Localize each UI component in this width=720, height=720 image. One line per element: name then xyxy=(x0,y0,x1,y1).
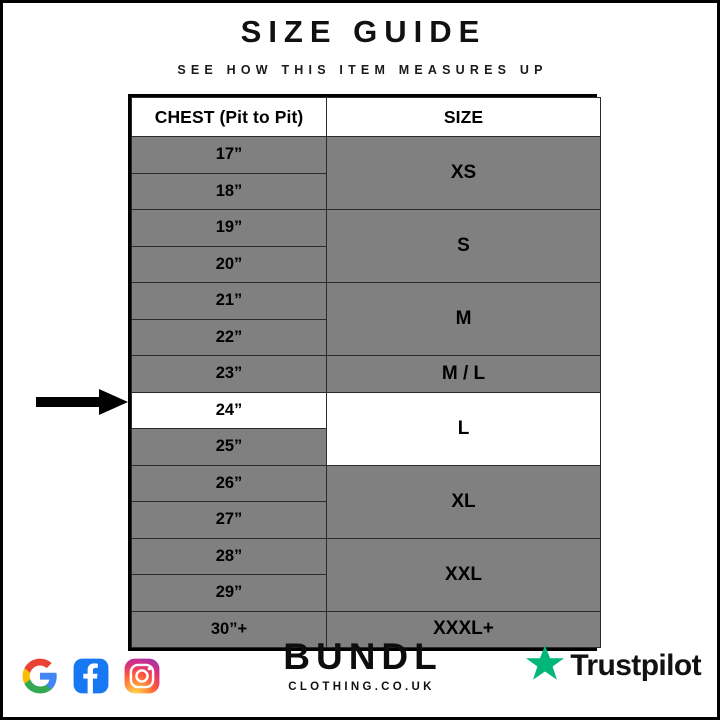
column-header-chest: CHEST (Pit to Pit) xyxy=(131,97,327,137)
chest-cell: 22” xyxy=(131,318,327,356)
page-title: SIZE GUIDE xyxy=(240,14,487,49)
table-row: 27” xyxy=(131,501,601,539)
selected-row-arrow xyxy=(36,389,128,415)
google-icon[interactable] xyxy=(21,657,59,695)
chest-cell: 30”+ xyxy=(131,610,327,648)
instagram-icon[interactable] xyxy=(123,657,161,695)
social-links xyxy=(21,657,161,695)
table-row: 30”+ XXXL+ xyxy=(131,610,601,648)
page-subtitle: SEE HOW THIS ITEM MEASURES UP xyxy=(177,63,548,78)
chest-cell: 26” xyxy=(131,464,327,502)
chest-cell: 21” xyxy=(131,282,327,320)
size-table-container: CHEST (Pit to Pit) SIZE 17” XS 18” 19” S 20” 2… xyxy=(128,94,601,651)
size-cell: S xyxy=(326,209,601,283)
chest-cell: 24” xyxy=(131,391,327,429)
table-row: 17” XS xyxy=(131,136,601,210)
table-row: 21” M xyxy=(131,282,601,356)
chest-cell: 25” xyxy=(131,428,327,466)
table-row: 23” M / L xyxy=(131,355,601,393)
chest-cell: 29” xyxy=(131,574,327,612)
chest-cell: 17” xyxy=(131,136,327,174)
chest-cell: 20” xyxy=(131,245,327,283)
chest-cell: 28” xyxy=(131,537,327,575)
brand-name: BUNDL xyxy=(283,636,443,677)
footer: BUNDL CLOTHING.CO.UK Trustpilot xyxy=(3,629,717,703)
table-header: CHEST (Pit to Pit) SIZE xyxy=(131,97,601,137)
size-cell: XXXL+ xyxy=(326,610,601,648)
table-row: 24” L xyxy=(131,391,601,466)
table-row: 26” XL xyxy=(131,464,601,539)
chest-cell: 23” xyxy=(131,355,327,393)
table-body: 17” XS 18” 19” S 20” 21” M 22” 23” M / L 24” L 25” 26”… xyxy=(131,136,601,648)
trustpilot-logo[interactable]: Trustpilot xyxy=(525,644,702,687)
chest-cell: 18” xyxy=(131,172,327,210)
chest-cell: 27” xyxy=(131,501,327,539)
table-header-row: CHEST (Pit to Pit) SIZE xyxy=(131,97,601,137)
size-table: CHEST (Pit to Pit) SIZE 17” XS 18” 19” S 20” 2… xyxy=(131,97,601,648)
size-cell: M / L xyxy=(326,355,601,393)
chest-cell: 19” xyxy=(131,209,327,247)
size-cell: XL xyxy=(326,464,601,539)
trustpilot-star-icon xyxy=(525,644,565,687)
size-cell: XS xyxy=(326,136,601,210)
column-header-size: SIZE xyxy=(326,97,601,137)
header: SIZE GUIDE SEE HOW THIS ITEM MEASURES UP xyxy=(3,3,717,77)
size-cell: L xyxy=(326,391,601,466)
table-row: 20” xyxy=(131,245,601,283)
table-row: 28” XXL xyxy=(131,537,601,612)
table-row: 19” S xyxy=(131,209,601,283)
brand-logo: BUNDL CLOTHING.CO.UK xyxy=(277,638,442,693)
size-cell: XXL xyxy=(326,537,601,612)
table-row: 29” xyxy=(131,574,601,612)
facebook-icon[interactable] xyxy=(72,657,110,695)
table-row: 25” xyxy=(131,428,601,466)
size-cell: M xyxy=(326,282,601,356)
table-row: 18” xyxy=(131,172,601,210)
brand-domain: CLOTHING.CO.UK xyxy=(288,681,435,693)
trustpilot-wordmark: Trustpilot xyxy=(570,648,701,682)
